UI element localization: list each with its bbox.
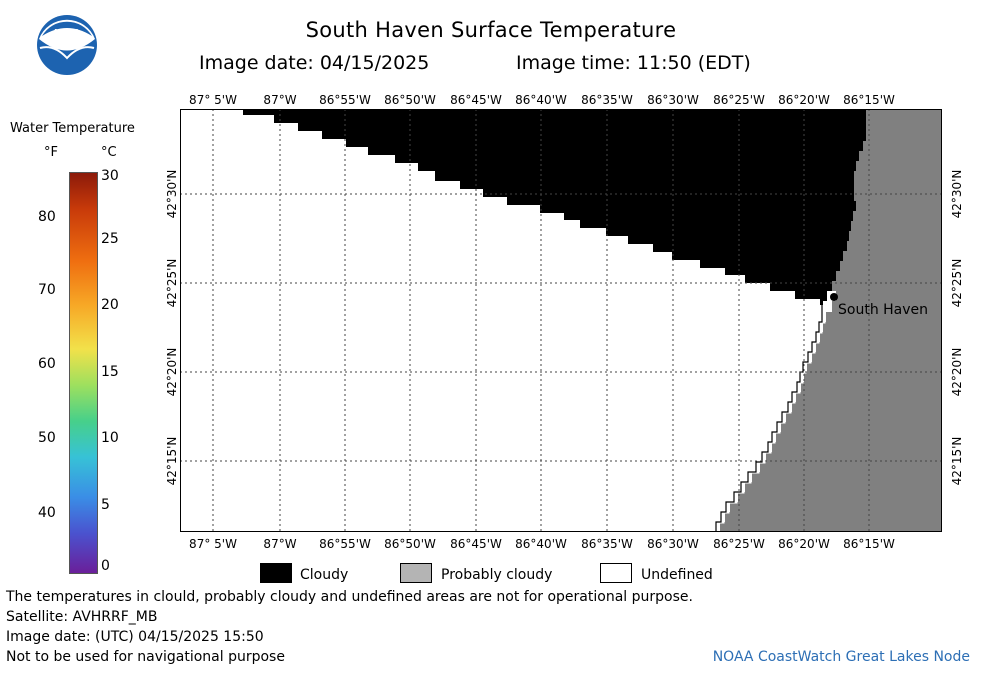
map-title: South Haven Surface Temperature: [305, 18, 677, 42]
noaa-logo: NOAA: [36, 14, 98, 76]
colorbar-f-tick: 50: [38, 430, 56, 446]
satellite-text: Satellite: AVHRRF_MB: [6, 609, 158, 625]
lat-label-right: 42°20'N: [950, 347, 964, 397]
lon-label-bottom: 87°W: [263, 537, 297, 551]
lon-label-bottom: 87° 5'W: [189, 537, 237, 551]
shoreline-outline: [715, 304, 823, 532]
colorbar-c-tick: 25: [101, 231, 119, 247]
cloudy-area: [243, 109, 866, 305]
lon-label-top: 86°30'W: [647, 93, 699, 107]
noaa-logo-icon: NOAA: [37, 15, 97, 75]
utc-date-text: Image date: (UTC) 04/15/2025 15:50: [6, 629, 264, 645]
graticule: [180, 109, 942, 532]
lon-label-bottom: 86°45'W: [450, 537, 502, 551]
colorbar-unit-c: °C: [101, 145, 117, 160]
image-time: Image time: 11:50 (EDT): [516, 52, 751, 74]
undefined-label: Undefined: [641, 567, 713, 583]
south-haven-marker: [830, 293, 838, 301]
colorbar-c-tick: 10: [101, 430, 119, 446]
map-frame: [180, 109, 942, 532]
colorbar-c-tick: 30: [101, 168, 119, 184]
colorbar-c-tick: 0: [101, 558, 110, 574]
cloudy-label: Cloudy: [300, 567, 349, 583]
credit-link[interactable]: NOAA CoastWatch Great Lakes Node: [712, 649, 970, 665]
cloudy-swatch: [260, 563, 292, 583]
lat-label-left: 42°20'N: [165, 347, 179, 397]
colorbar-c-tick: 15: [101, 364, 119, 380]
undefined-swatch: [600, 563, 632, 583]
lon-label-top: 86°25'W: [713, 93, 765, 107]
place-label: South Haven: [838, 302, 929, 318]
map-panel: [180, 109, 942, 532]
colorbar-f-tick: 80: [38, 209, 56, 225]
lon-label-top: 86°20'W: [778, 93, 830, 107]
lon-label-top: 86°35'W: [581, 93, 633, 107]
colorbar: [69, 172, 98, 574]
lon-label-bottom: 86°25'W: [713, 537, 765, 551]
lat-label-right: 42°30'N: [950, 169, 964, 219]
lat-label-left: 42°25'N: [165, 258, 179, 308]
lon-label-bottom: 86°35'W: [581, 537, 633, 551]
lon-label-top: 86°55'W: [319, 93, 371, 107]
lon-label-bottom: 86°55'W: [319, 537, 371, 551]
lon-label-bottom: 86°50'W: [384, 537, 436, 551]
colorbar-f-tick: 40: [38, 505, 56, 521]
logo-text: NOAA: [54, 28, 80, 37]
lon-label-top: 86°15'W: [843, 93, 895, 107]
lon-label-bottom: 86°40'W: [515, 537, 567, 551]
colorbar-c-tick: 5: [101, 497, 110, 513]
colorbar-title: Water Temperature: [10, 121, 135, 136]
image-date: Image date: 04/15/2025: [199, 52, 430, 74]
lon-label-top: 86°45'W: [450, 93, 502, 107]
navigation-note: Not to be used for navigational purpose: [6, 649, 285, 665]
lon-label-bottom: 86°20'W: [778, 537, 830, 551]
colorbar-c-tick: 20: [101, 297, 119, 313]
lat-label-right: 42°15'N: [950, 436, 964, 486]
colorbar-unit-f: °F: [44, 145, 58, 160]
lon-label-bottom: 86°15'W: [843, 537, 895, 551]
probably-cloudy-swatch: [400, 563, 432, 583]
map-canvas: [180, 109, 942, 532]
lat-label-right: 42°25'N: [950, 258, 964, 308]
lon-label-top: 86°40'W: [515, 93, 567, 107]
lon-label-top: 87°W: [263, 93, 297, 107]
disclaimer-text: The temperatures in clould, probably clo…: [6, 589, 693, 605]
probably-cloudy-label: Probably cloudy: [441, 567, 553, 583]
lat-label-left: 42°15'N: [165, 436, 179, 486]
colorbar-f-tick: 70: [38, 282, 56, 298]
probably-cloudy-area: [720, 109, 942, 532]
lon-label-top: 87° 5'W: [189, 93, 237, 107]
colorbar-f-tick: 60: [38, 356, 56, 372]
lat-label-left: 42°30'N: [165, 169, 179, 219]
lon-label-bottom: 86°30'W: [647, 537, 699, 551]
lon-label-top: 86°50'W: [384, 93, 436, 107]
